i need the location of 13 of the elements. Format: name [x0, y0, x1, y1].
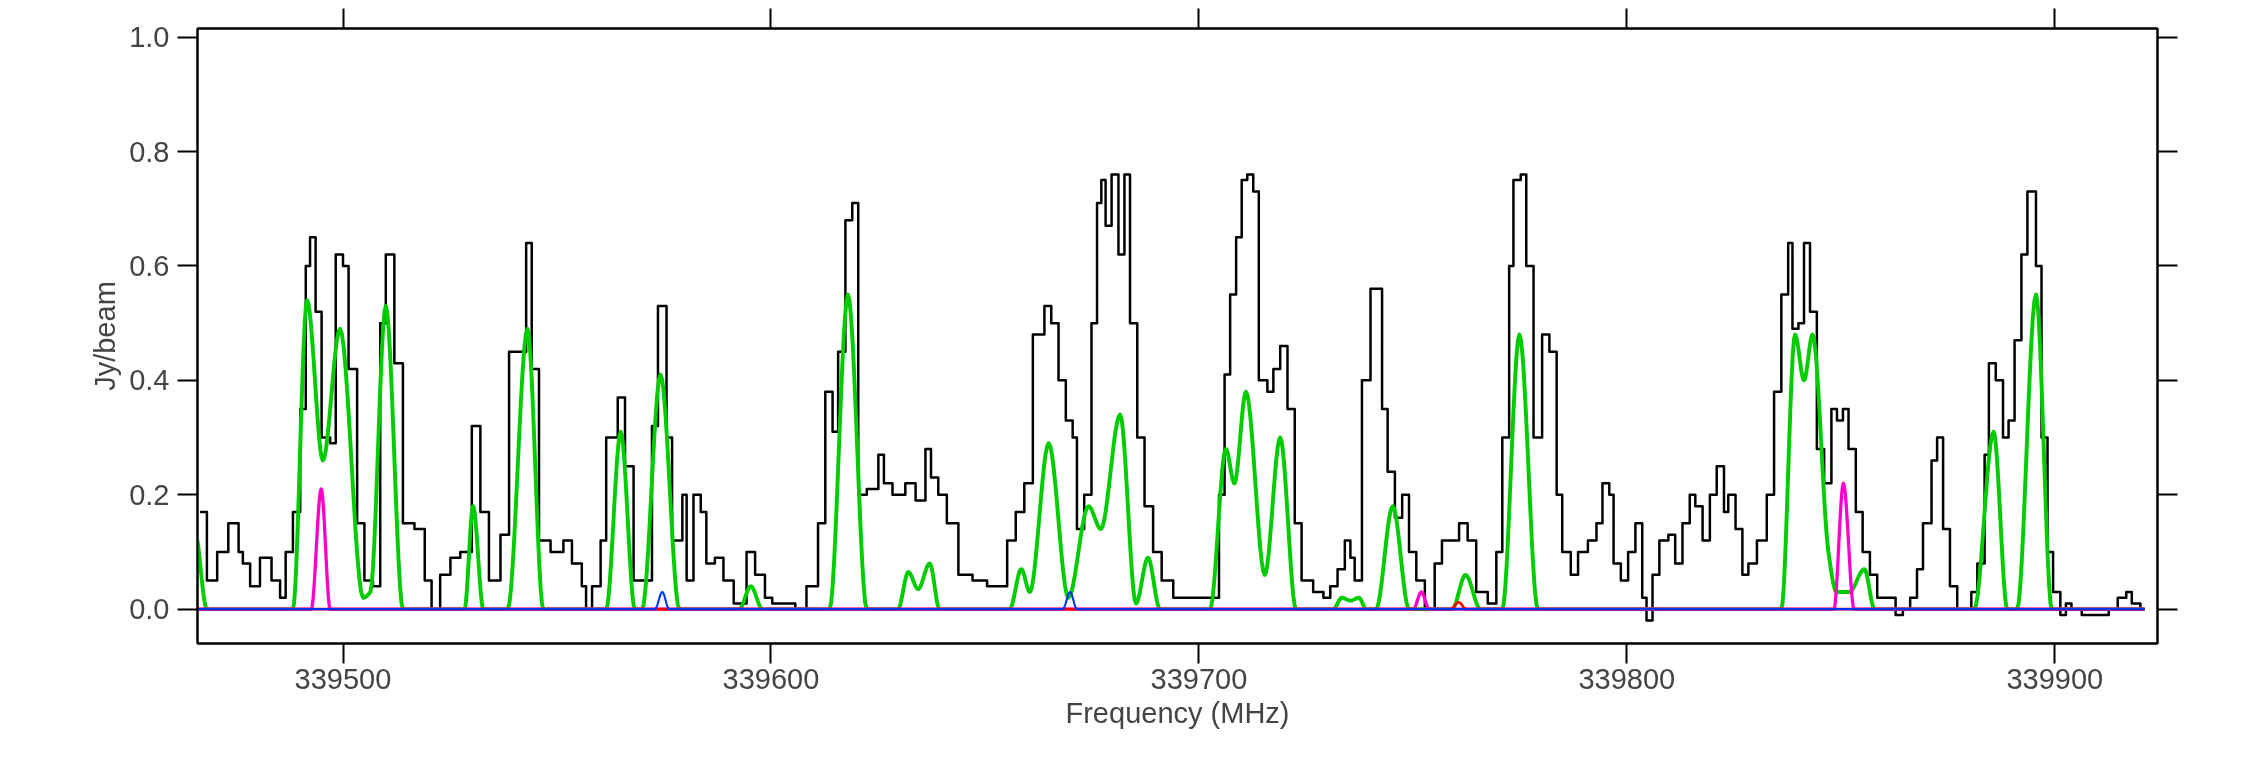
x-tick-label: 339700	[1150, 662, 1248, 695]
y-tick-label: 0.0	[129, 593, 170, 626]
x-axis-title: Frequency (MHz)	[1065, 696, 1290, 729]
y-tick-label: 0.4	[129, 364, 170, 397]
y-tick-label: 0.6	[129, 249, 170, 282]
x-tick-label: 339800	[1578, 662, 1676, 695]
x-tick-label: 339900	[2006, 662, 2104, 695]
x-tick-label: 339600	[722, 662, 820, 695]
y-axis-title: Jy/beam	[89, 281, 122, 391]
y-tick-label: 0.2	[129, 478, 170, 511]
y-tick-label: 1.0	[129, 21, 170, 54]
y-tick-label: 0.8	[129, 135, 170, 168]
x-tick-label: 339500	[294, 662, 392, 695]
